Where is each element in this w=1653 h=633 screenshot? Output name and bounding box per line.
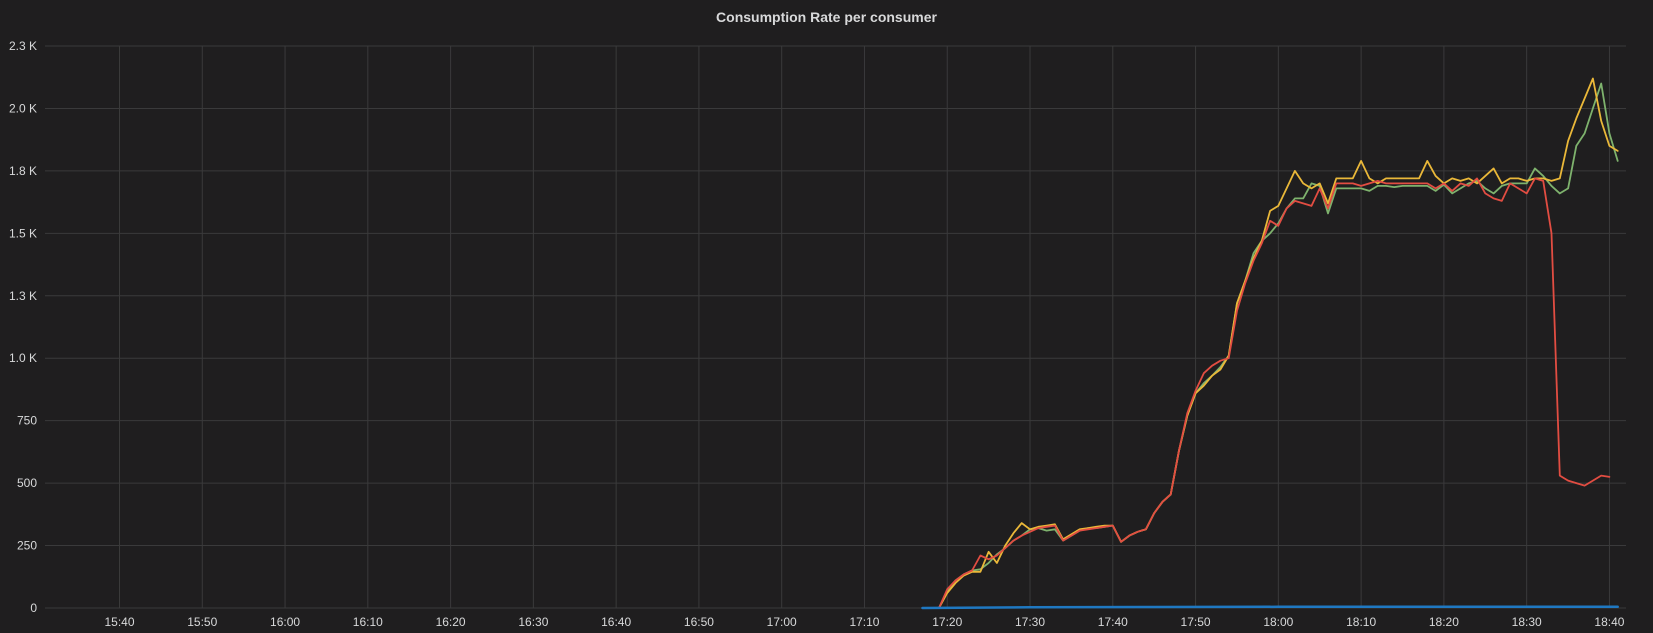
series-line-1[interactable]	[929, 82, 1619, 609]
x-tick-label: 16:20	[436, 615, 466, 629]
x-tick-label: 15:40	[104, 615, 134, 629]
y-tick-label: 2.0 K	[9, 101, 37, 115]
y-tick-label: 2.3 K	[9, 39, 37, 53]
x-tick-label: 17:30	[1015, 615, 1045, 629]
x-tick-label: 16:50	[684, 615, 714, 629]
series-line-4[interactable]	[921, 605, 1619, 610]
y-tick-label: 1.0 K	[9, 351, 37, 365]
x-tick-label: 18:00	[1263, 615, 1293, 629]
x-tick-label: 17:20	[932, 615, 962, 629]
x-axis-ticks: 15:40 15:50 16:00 16:10 16:20 16:30 16:40 16:50…	[104, 615, 1624, 629]
y-tick-label: 1.8 K	[9, 164, 37, 178]
chart-series-group[interactable]	[921, 77, 1619, 610]
y-tick-label: 1.3 K	[9, 289, 37, 303]
y-tick-label: 1.5 K	[9, 226, 37, 240]
x-tick-label: 18:10	[1346, 615, 1376, 629]
y-tick-label: 500	[17, 476, 37, 490]
y-tick-label: 750	[17, 414, 37, 428]
series-line-2[interactable]	[929, 77, 1619, 609]
x-tick-label: 16:40	[601, 615, 631, 629]
series-line-3[interactable]	[929, 177, 1611, 609]
chart-grid	[45, 45, 1626, 609]
x-tick-label: 18:30	[1512, 615, 1542, 629]
x-tick-label: 17:40	[1098, 615, 1128, 629]
x-tick-label: 18:20	[1429, 615, 1459, 629]
x-tick-label: 16:00	[270, 615, 300, 629]
x-tick-label: 18:40	[1594, 615, 1624, 629]
x-tick-label: 17:10	[849, 615, 879, 629]
y-tick-label: 0	[30, 601, 37, 615]
y-axis-ticks: 0 250 500 750 1.0 K 1.3 K 1.5 K 1.8 K 2.0 K 2.3 K	[9, 39, 37, 615]
panel-title[interactable]: Consumption Rate per consumer	[716, 9, 937, 25]
x-tick-label: 16:10	[353, 615, 383, 629]
x-tick-label: 15:50	[187, 615, 217, 629]
x-tick-label: 17:50	[1181, 615, 1211, 629]
x-tick-label: 17:00	[767, 615, 797, 629]
y-tick-label: 250	[17, 539, 37, 553]
x-tick-label: 16:30	[518, 615, 548, 629]
